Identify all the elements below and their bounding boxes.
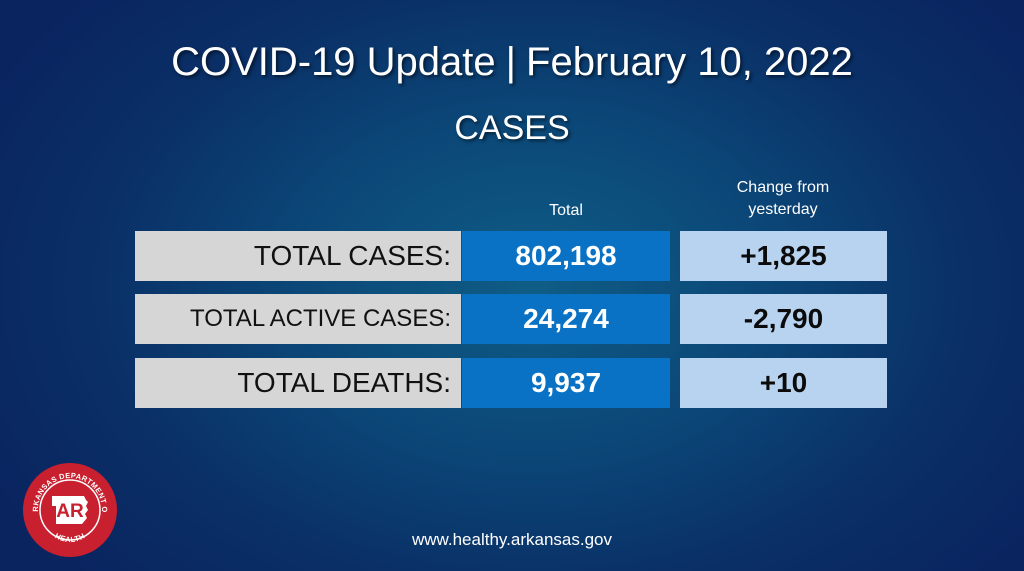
column-header-change-line1: Change from	[736, 179, 830, 196]
row-change-value: -2,790	[680, 294, 887, 344]
logo-bottom-text: HEALTH	[53, 531, 86, 544]
column-header-total: Total	[549, 202, 583, 219]
title-separator: |	[505, 40, 517, 84]
arkansas-health-logo: ARKANSAS DEPARTMENT OF HEALTH AR	[22, 462, 117, 557]
footer-url: www.healthy.arkansas.gov	[411, 530, 612, 549]
row-change-value: +10	[680, 358, 887, 408]
slide-title: COVID-19 Update | February 10, 2022	[0, 38, 1024, 86]
row-change-value: +1,825	[680, 231, 887, 281]
row-total-value: 802,198	[462, 231, 670, 281]
row-total-value: 24,274	[462, 294, 670, 344]
title-date: February 10, 2022	[526, 40, 853, 84]
section-title: CASES	[454, 109, 570, 147]
column-header-change-line2: yesterday	[748, 201, 818, 218]
svg-text:HEALTH: HEALTH	[53, 531, 86, 544]
row-total-value: 9,937	[462, 358, 670, 408]
title-main: COVID-19 Update	[171, 40, 496, 84]
logo-initials: AR	[56, 501, 84, 522]
row-total-active-cases: TOTAL ACTIVE CASES: 24,274 -2,790	[135, 294, 887, 344]
row-label: TOTAL ACTIVE CASES:	[135, 294, 461, 344]
row-label: TOTAL DEATHS:	[135, 358, 461, 408]
row-total-deaths: TOTAL DEATHS: 9,937 +10	[135, 358, 887, 408]
column-header-change: Change from yesterday	[680, 177, 886, 221]
row-label: TOTAL CASES:	[135, 231, 461, 281]
row-total-cases: TOTAL CASES: 802,198 +1,825	[135, 231, 887, 281]
